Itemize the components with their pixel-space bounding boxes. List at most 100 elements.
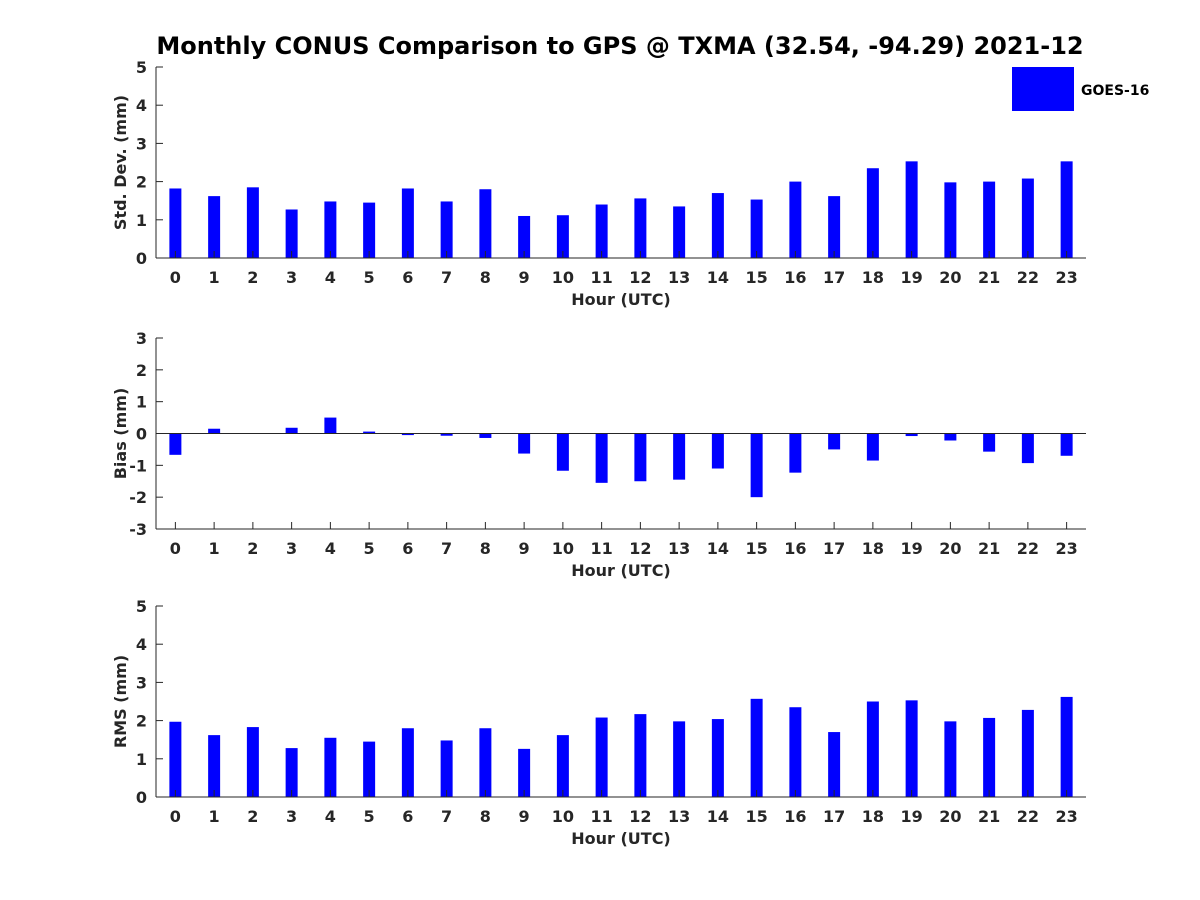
x-tick-label-bias: 16 xyxy=(784,539,806,558)
bar-rms-hour-1 xyxy=(208,735,221,797)
x-tick-label-bias: 10 xyxy=(552,539,574,558)
y-tick-label-rms: 4 xyxy=(136,635,147,654)
bar-std-hour-0 xyxy=(169,188,182,258)
bar-std-hour-19 xyxy=(905,161,918,258)
bar-bias-hour-23 xyxy=(1060,433,1073,456)
bar-bias-hour-13 xyxy=(673,433,686,480)
x-tick-label-rms: 7 xyxy=(441,807,452,826)
bar-std-hour-2 xyxy=(246,187,259,258)
bar-std-hour-1 xyxy=(208,196,221,258)
y-axis-label-rms: RMS (mm) xyxy=(111,655,130,748)
x-tick-label-bias: 8 xyxy=(480,539,491,558)
x-tick-label-bias: 5 xyxy=(364,539,375,558)
y-tick-label-bias: -1 xyxy=(129,456,147,475)
bar-std-hour-15 xyxy=(750,199,763,258)
x-tick-label-rms: 12 xyxy=(629,807,651,826)
x-tick-label-rms: 9 xyxy=(519,807,530,826)
bar-std-hour-20 xyxy=(944,182,957,258)
y-tick-label-rms: 0 xyxy=(136,788,147,807)
y-tick-label-std: 1 xyxy=(136,211,147,230)
y-tick-label-rms: 1 xyxy=(136,750,147,769)
x-tick-label-std: 5 xyxy=(364,268,375,287)
x-tick-label-bias: 18 xyxy=(862,539,884,558)
bar-rms-hour-14 xyxy=(711,719,724,797)
x-tick-label-bias: 17 xyxy=(823,539,845,558)
x-tick-label-bias: 15 xyxy=(745,539,767,558)
bar-rms-hour-21 xyxy=(983,717,996,797)
x-tick-label-std: 10 xyxy=(552,268,574,287)
y-tick-label-std: 4 xyxy=(136,96,147,115)
bar-bias-hour-11 xyxy=(595,433,608,483)
x-tick-label-std: 3 xyxy=(286,268,297,287)
bar-bias-hour-1 xyxy=(208,428,221,434)
bar-std-hour-7 xyxy=(440,201,453,258)
bar-rms-hour-8 xyxy=(479,728,492,797)
bar-rms-hour-11 xyxy=(595,717,608,797)
x-tick-label-rms: 2 xyxy=(247,807,258,826)
bar-std-hour-13 xyxy=(673,206,686,258)
x-tick-label-std: 17 xyxy=(823,268,845,287)
x-tick-label-std: 0 xyxy=(170,268,181,287)
bar-bias-hour-15 xyxy=(750,433,763,498)
bar-std-hour-14 xyxy=(711,193,724,258)
bar-std-hour-8 xyxy=(479,189,492,258)
y-tick-label-std: 0 xyxy=(136,249,147,268)
x-tick-label-bias: 23 xyxy=(1055,539,1077,558)
bar-bias-hour-18 xyxy=(866,433,879,461)
bar-std-hour-22 xyxy=(1021,178,1034,258)
x-tick-label-bias: 2 xyxy=(247,539,258,558)
x-axis-label-rms: Hour (UTC) xyxy=(571,829,671,848)
x-tick-label-std: 2 xyxy=(247,268,258,287)
bar-bias-hour-16 xyxy=(789,433,802,473)
bar-rms-hour-3 xyxy=(285,748,298,797)
x-tick-label-rms: 8 xyxy=(480,807,491,826)
bar-bias-hour-9 xyxy=(518,433,531,454)
x-tick-label-std: 20 xyxy=(939,268,961,287)
bar-rms-hour-0 xyxy=(169,721,182,797)
bar-bias-hour-4 xyxy=(324,417,337,434)
x-tick-label-bias: 1 xyxy=(209,539,220,558)
bar-bias-hour-20 xyxy=(944,433,957,441)
x-tick-label-rms: 11 xyxy=(590,807,612,826)
bar-std-hour-6 xyxy=(401,188,414,258)
bar-rms-hour-20 xyxy=(944,721,957,797)
bar-rms-hour-9 xyxy=(518,748,531,797)
bar-std-hour-16 xyxy=(789,181,802,258)
x-tick-label-rms: 19 xyxy=(900,807,922,826)
x-tick-label-std: 12 xyxy=(629,268,651,287)
bar-bias-hour-7 xyxy=(440,433,453,436)
x-tick-label-std: 1 xyxy=(209,268,220,287)
x-axis-label-bias: Hour (UTC) xyxy=(571,561,671,580)
x-tick-label-rms: 16 xyxy=(784,807,806,826)
bar-rms-hour-12 xyxy=(634,714,647,797)
bar-std-hour-23 xyxy=(1060,161,1073,258)
bar-bias-hour-22 xyxy=(1021,433,1034,464)
bar-bias-hour-10 xyxy=(556,433,569,471)
x-tick-label-rms: 13 xyxy=(668,807,690,826)
x-tick-label-rms: 22 xyxy=(1017,807,1039,826)
x-tick-label-rms: 5 xyxy=(364,807,375,826)
bar-rms-hour-16 xyxy=(789,707,802,797)
bar-bias-hour-19 xyxy=(905,433,918,437)
y-tick-label-std: 3 xyxy=(136,134,147,153)
bar-bias-hour-21 xyxy=(983,433,996,452)
x-tick-label-rms: 6 xyxy=(402,807,413,826)
y-tick-label-rms: 5 xyxy=(136,597,147,616)
x-tick-label-std: 22 xyxy=(1017,268,1039,287)
y-tick-label-bias: 2 xyxy=(136,361,147,380)
x-tick-label-bias: 13 xyxy=(668,539,690,558)
bar-std-hour-17 xyxy=(828,196,841,258)
bar-rms-hour-19 xyxy=(905,700,918,797)
bar-std-hour-5 xyxy=(363,202,376,258)
bar-std-hour-21 xyxy=(983,181,996,258)
bar-rms-hour-4 xyxy=(324,737,337,797)
bar-rms-hour-23 xyxy=(1060,696,1073,797)
bar-rms-hour-2 xyxy=(246,727,259,797)
bar-bias-hour-12 xyxy=(634,433,647,482)
x-tick-label-std: 8 xyxy=(480,268,491,287)
x-tick-label-bias: 7 xyxy=(441,539,452,558)
x-tick-label-bias: 22 xyxy=(1017,539,1039,558)
x-tick-label-std: 18 xyxy=(862,268,884,287)
